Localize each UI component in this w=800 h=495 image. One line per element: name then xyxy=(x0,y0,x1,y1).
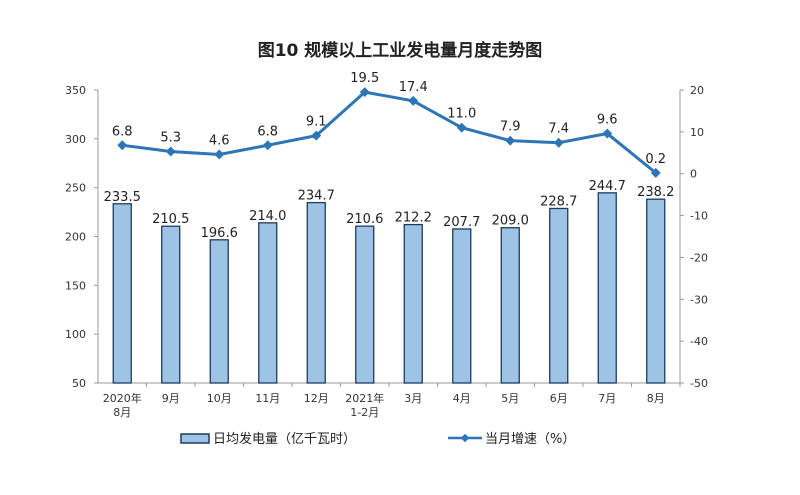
right-tick-label: 20 xyxy=(690,84,704,97)
bar xyxy=(258,222,278,384)
legend-line-label: 当月增速（%） xyxy=(485,432,575,447)
bar-value-label: 210.6 xyxy=(346,212,383,227)
line-value-label: 9.1 xyxy=(306,115,327,130)
line-point xyxy=(505,135,516,146)
legend: 日均发电量（亿千瓦时） 当月增速（%） xyxy=(180,431,575,447)
left-tick-label: 350 xyxy=(65,84,86,97)
bar xyxy=(452,228,472,384)
right-tick-label: -50 xyxy=(690,377,708,390)
bar-value-label: 233.5 xyxy=(104,190,141,205)
line-point xyxy=(214,149,225,160)
line-point xyxy=(262,140,273,151)
chart-title: 图10 规模以上工业发电量月度走势图 xyxy=(258,40,543,61)
bar-value-label: 212.2 xyxy=(395,211,432,226)
line-point xyxy=(602,128,613,139)
bar xyxy=(306,201,326,384)
bar-value-label: 196.6 xyxy=(201,226,238,241)
line-value-label: 17.4 xyxy=(399,80,428,95)
line-value-label: 7.9 xyxy=(500,120,521,135)
left-tick-label: 150 xyxy=(65,279,86,292)
x-tick-label: 9月 xyxy=(162,392,180,405)
x-tick-label: 2021年 xyxy=(345,391,384,405)
x-tick-label: 10月 xyxy=(207,392,232,405)
x-tick-label: 1-2月 xyxy=(350,406,379,419)
line-value-label: 11.0 xyxy=(447,107,476,122)
line-value-label: 5.3 xyxy=(160,131,181,146)
left-tick-label: 300 xyxy=(65,133,86,146)
line-point xyxy=(311,130,322,141)
bar xyxy=(500,227,520,384)
x-tick-label: 6月 xyxy=(550,392,568,405)
bar xyxy=(549,207,569,384)
x-tick-label: 3月 xyxy=(404,392,422,405)
x-tick-label: 5月 xyxy=(501,392,519,405)
bar xyxy=(355,225,375,384)
line-point xyxy=(650,167,661,178)
line-point xyxy=(553,137,564,148)
x-tick-label: 8月 xyxy=(647,392,665,405)
line-value-label: 0.2 xyxy=(645,152,666,167)
x-tick-label: 11月 xyxy=(255,392,280,405)
x-tick-label: 4月 xyxy=(453,392,471,405)
line-value-label: 7.4 xyxy=(548,122,569,137)
bar xyxy=(403,223,423,384)
legend-line-marker xyxy=(460,433,470,443)
left-tick-label: 250 xyxy=(65,182,86,195)
bar-value-label: 244.7 xyxy=(589,179,626,194)
line-point xyxy=(117,140,128,151)
right-tick-label: -40 xyxy=(690,335,708,348)
line-value-label: 4.6 xyxy=(209,133,230,148)
bar xyxy=(209,239,229,384)
left-tick-label: 200 xyxy=(65,231,86,244)
right-tick-label: 0 xyxy=(690,168,697,181)
line-value-label: 6.8 xyxy=(112,124,133,139)
legend-bar-swatch xyxy=(180,433,210,444)
line-point xyxy=(165,146,176,157)
x-tick-label: 12月 xyxy=(304,392,329,405)
right-tick-label: -20 xyxy=(690,251,708,264)
bar-value-label: 234.7 xyxy=(298,189,335,204)
bar xyxy=(112,203,132,384)
x-tick-label: 7月 xyxy=(598,392,616,405)
x-tick-label: 8月 xyxy=(113,406,131,419)
bar-value-label: 238.2 xyxy=(637,185,674,200)
left-tick-label: 100 xyxy=(65,328,86,341)
bar-value-label: 207.7 xyxy=(443,215,480,230)
right-tick-label: -30 xyxy=(690,293,708,306)
bar-value-label: 214.0 xyxy=(249,209,286,224)
line-value-label: 19.5 xyxy=(350,71,379,86)
bar xyxy=(161,225,181,384)
left-tick-label: 50 xyxy=(72,377,86,390)
line-value-label: 9.6 xyxy=(597,113,618,128)
legend-bar-label: 日均发电量（亿千瓦时） xyxy=(213,431,356,447)
growth-line xyxy=(122,90,657,175)
x-tick-label: 2020年 xyxy=(103,391,142,405)
bar-value-label: 210.5 xyxy=(152,212,189,227)
bar-value-label: 228.7 xyxy=(540,194,577,209)
right-tick-label: 10 xyxy=(690,126,704,139)
bar xyxy=(646,198,666,384)
bar xyxy=(597,192,617,384)
bar-value-label: 209.0 xyxy=(492,214,529,229)
right-tick-label: -10 xyxy=(690,210,708,223)
line-value-label: 6.8 xyxy=(257,124,278,139)
